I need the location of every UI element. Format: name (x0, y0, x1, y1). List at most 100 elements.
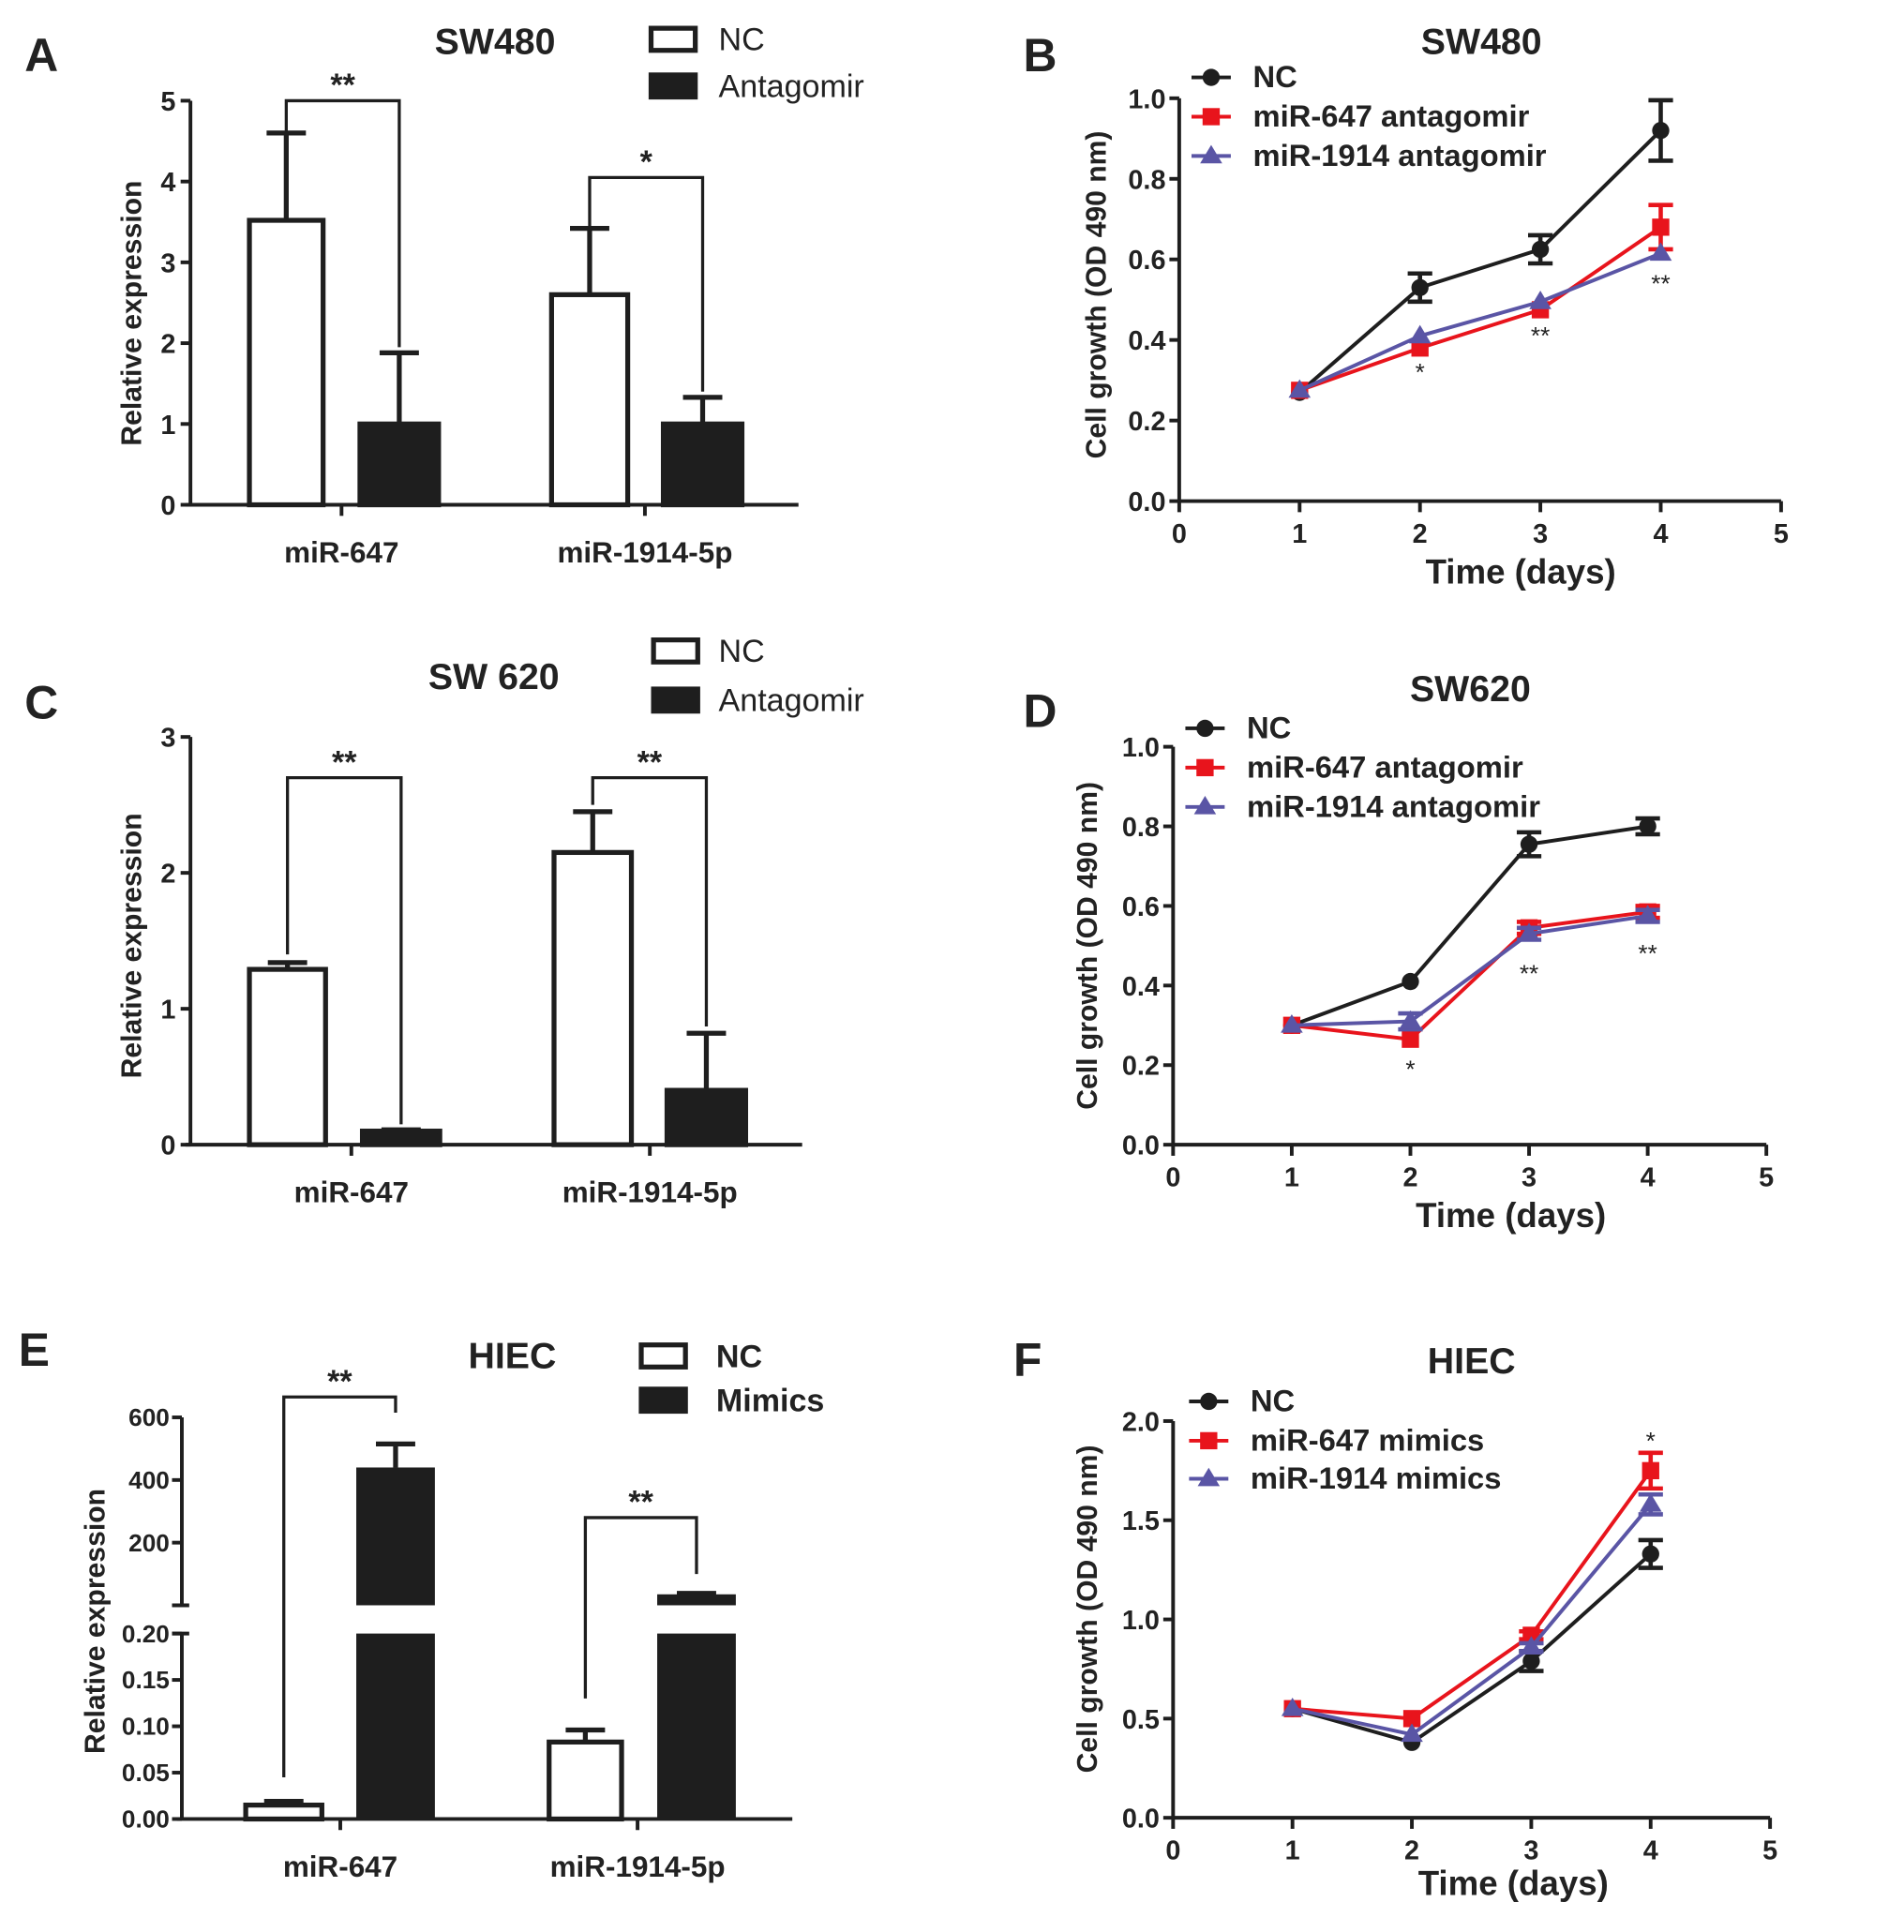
legend-label: NC (1247, 710, 1291, 744)
y-tick-label: 0.15 (122, 1666, 170, 1694)
series-line (1292, 1503, 1653, 1737)
x-tick-label: 1 (1284, 1163, 1299, 1193)
y-tick-label: 0.10 (122, 1713, 170, 1741)
panel-letter: C (24, 676, 58, 728)
data-point (1642, 1461, 1659, 1480)
significance-bracket (588, 175, 705, 392)
y-tick-label: 0.5 (1122, 1705, 1160, 1735)
data-point (1402, 1710, 1421, 1728)
legend-label: miR-647 antagomir (1247, 749, 1523, 784)
panel-c: C SW 620 Relative expression 0 1 2 3 miR-647 miR… (24, 634, 863, 1209)
significance-label: ** (330, 67, 355, 103)
y-tick-label: 2 (160, 860, 175, 890)
series-line (1298, 128, 1662, 395)
chart-title: SW480 (435, 22, 556, 63)
legend-label: miR-1914 antagomir (1253, 138, 1547, 172)
x-axis-label: Time (days) (1416, 1196, 1606, 1235)
significance-bracket (591, 776, 709, 1026)
legend-label: Mimics (716, 1383, 824, 1418)
legend-label: NC (719, 634, 765, 669)
significance-bracket (583, 1516, 698, 1699)
x-tick-label: 4 (1641, 1163, 1656, 1193)
x-tick-label: miR-647 (283, 1850, 397, 1883)
data-point (1529, 291, 1552, 309)
bar (247, 217, 326, 508)
x-tick-label: 0 (1165, 1836, 1180, 1866)
data-point (1399, 1010, 1422, 1029)
bar (243, 1802, 324, 1822)
bar-upper (356, 1467, 435, 1606)
y-tick-label: 0.2 (1122, 1052, 1160, 1082)
panel-letter: E (19, 1324, 50, 1376)
legend-triangle-icon (1197, 1467, 1221, 1487)
y-axis-label: Cell growth (OD 490 nm) (1072, 782, 1103, 1110)
series-0 (1282, 816, 1660, 1034)
y-tick-label: 0.6 (1128, 246, 1165, 276)
y-tick-label: 1.0 (1128, 84, 1165, 114)
x-tick-label: 5 (1759, 1163, 1774, 1193)
significance-label: ** (1651, 269, 1670, 297)
panel-a: A SW480 Relative expression 0 1 2 3 4 5 miR-647 mi… (24, 22, 863, 569)
legend-label: Antagomir (719, 683, 864, 719)
y-tick-label: 600 (128, 1403, 170, 1431)
data-point (1652, 122, 1670, 140)
bar-lower (657, 1633, 736, 1820)
y-tick-label: 0.20 (122, 1620, 170, 1648)
y-tick-label: 4 (160, 168, 175, 198)
x-tick-label: 0 (1165, 1163, 1180, 1193)
legend-label: NC (716, 1339, 762, 1374)
data-point (1520, 1636, 1543, 1655)
y-tick-label: 3 (160, 248, 175, 278)
legend-label: miR-1914 mimics (1251, 1460, 1502, 1495)
legend-circle-icon (1202, 68, 1221, 86)
chart-title: HIEC (468, 1336, 556, 1377)
series-line (1292, 1552, 1653, 1745)
legend-swatch (638, 1342, 688, 1370)
bar (247, 966, 328, 1147)
x-tick-label: miR-647 (294, 1176, 409, 1209)
legend-label: miR-647 mimics (1251, 1422, 1484, 1457)
y-tick-label: 0 (160, 491, 175, 521)
chart-title: HIEC (1428, 1340, 1516, 1382)
panel-letter: D (1023, 685, 1057, 738)
series-line (1291, 824, 1648, 1027)
legend-swatch (651, 637, 700, 665)
x-tick-label: 3 (1533, 519, 1548, 549)
data-point (1518, 922, 1540, 942)
x-tick-label: 2 (1402, 1163, 1417, 1193)
legend-square-icon (1202, 108, 1221, 126)
significance-bracket (282, 1395, 397, 1777)
x-tick-label: 5 (1774, 519, 1789, 549)
data-point (1642, 1545, 1659, 1563)
legend-label: Antagomir (719, 69, 864, 105)
data-point (1402, 1030, 1419, 1048)
data-point (1531, 240, 1550, 259)
legend-square-icon (1196, 758, 1214, 777)
y-tick-label: 0.4 (1122, 972, 1160, 1002)
x-tick-label: 1 (1292, 519, 1307, 549)
y-tick-label: 0.0 (1122, 1805, 1160, 1835)
bar (357, 421, 442, 508)
legend-circle-icon (1200, 1392, 1218, 1411)
x-tick-label: miR-1914-5p (557, 536, 732, 569)
y-tick-label: 3 (160, 724, 175, 754)
x-tick-label: 3 (1523, 1836, 1538, 1866)
bar (551, 849, 635, 1147)
data-point (1411, 278, 1429, 296)
y-axis-label: Cell growth (OD 490 nm) (1081, 131, 1112, 459)
data-point (1522, 1652, 1540, 1670)
legend-swatch (651, 686, 700, 714)
data-point (1639, 817, 1657, 835)
legend-label: miR-1914 antagomir (1247, 788, 1540, 823)
bar-lower (356, 1633, 435, 1820)
bar (547, 1739, 624, 1822)
bar (660, 421, 745, 508)
significance-label: ** (637, 744, 663, 780)
series-line (1298, 225, 1662, 393)
significance-label: ** (332, 744, 357, 780)
data-point (1652, 218, 1670, 236)
x-axis-label: Time (days) (1418, 1865, 1609, 1903)
y-tick-label: 2 (160, 330, 175, 360)
legend-square-icon (1200, 1431, 1218, 1450)
